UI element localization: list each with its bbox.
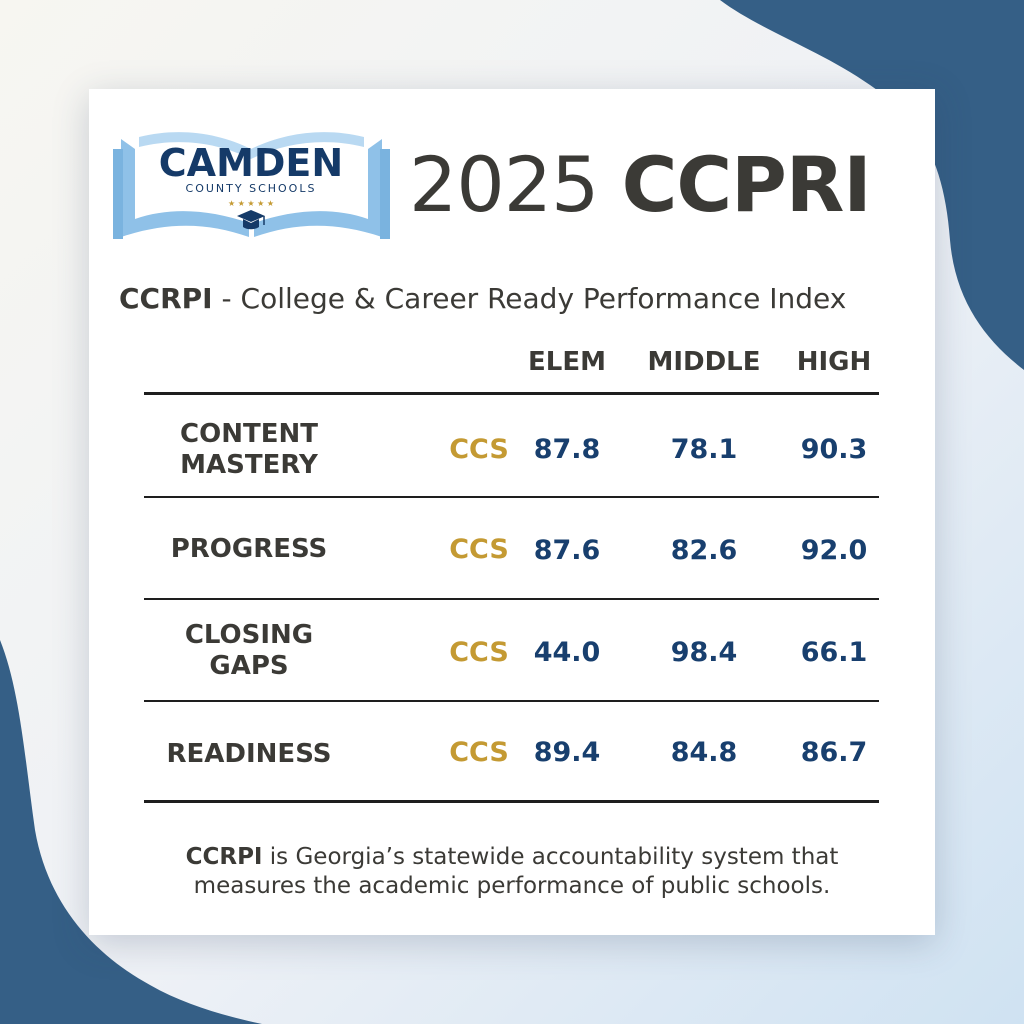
row-label-closing-gaps: CLOSING GAPS: [144, 620, 354, 682]
ccs-tag: CCS: [449, 637, 509, 668]
value-high: 92.0: [800, 535, 868, 566]
infographic-card: CAMDEN COUNTY SCHOOLS ★ ★ ★ ★ ★ 2025 CCP…: [89, 89, 935, 935]
row-label-line: MASTERY: [180, 450, 318, 480]
row-label-line: GAPS: [209, 651, 289, 681]
subtitle-text: - College & Career Ready Performance Ind…: [212, 282, 847, 315]
table-bottom-rule: [144, 800, 879, 803]
page-title: 2025 CCPRI: [409, 147, 872, 223]
value-high: 90.3: [800, 434, 868, 465]
row-label-progress: PROGRESS: [144, 534, 354, 565]
footnote-line-2: measures the academic performance of pub…: [193, 873, 831, 899]
graduation-cap-icon: [237, 210, 265, 230]
row-label-readiness: READINESS: [144, 739, 354, 770]
value-elem: 87.6: [533, 535, 601, 566]
subtitle-acronym: CCRPI: [119, 282, 213, 315]
row-label-content-mastery: CONTENT MASTERY: [144, 419, 354, 481]
value-middle: 78.1: [670, 434, 738, 465]
value-elem: 87.8: [533, 434, 601, 465]
table-top-rule: [144, 392, 879, 395]
row-label-line: CONTENT: [180, 419, 318, 449]
bottom-left-blob: [0, 640, 262, 1024]
value-elem: 89.4: [533, 737, 601, 768]
row-label-line: CLOSING: [184, 620, 314, 650]
title-year: 2025: [409, 140, 599, 229]
camden-county-schools-logo: CAMDEN COUNTY SCHOOLS ★ ★ ★ ★ ★: [113, 132, 390, 239]
logo-tagline: COUNTY SCHOOLS: [186, 182, 317, 195]
value-middle: 82.6: [670, 535, 738, 566]
open-book-icon: [113, 132, 390, 239]
column-header-middle: MIDDLE: [647, 347, 761, 377]
ccs-tag: CCS: [449, 737, 509, 768]
row-divider: [144, 496, 879, 498]
row-divider: [144, 598, 879, 600]
column-header-elem: ELEM: [528, 347, 606, 377]
ccs-tag: CCS: [449, 534, 509, 565]
value-middle: 84.8: [670, 737, 738, 768]
footnote-text-1: is Georgia’s statewide accountability sy…: [262, 844, 839, 870]
ccs-tag: CCS: [449, 434, 509, 465]
value-high: 66.1: [800, 637, 868, 668]
footnote-line-1: CCRPI is Georgia’s statewide accountabil…: [129, 843, 895, 872]
footnote-acronym: CCRPI: [185, 844, 263, 870]
title-acronym: CCPRI: [621, 140, 872, 229]
logo-stars: ★ ★ ★ ★ ★: [228, 199, 274, 208]
row-label-line: READINESS: [166, 739, 332, 769]
value-elem: 44.0: [533, 637, 601, 668]
row-divider: [144, 700, 879, 702]
value-middle: 98.4: [670, 637, 738, 668]
logo-name: CAMDEN: [159, 141, 343, 185]
subtitle: CCRPI - College & Career Ready Performan…: [119, 282, 846, 315]
row-label-line: PROGRESS: [170, 534, 328, 564]
top-right-blob: [720, 0, 1024, 370]
value-high: 86.7: [800, 737, 868, 768]
footnote: CCRPI is Georgia’s statewide accountabil…: [129, 843, 895, 901]
column-header-high: HIGH: [796, 347, 872, 377]
